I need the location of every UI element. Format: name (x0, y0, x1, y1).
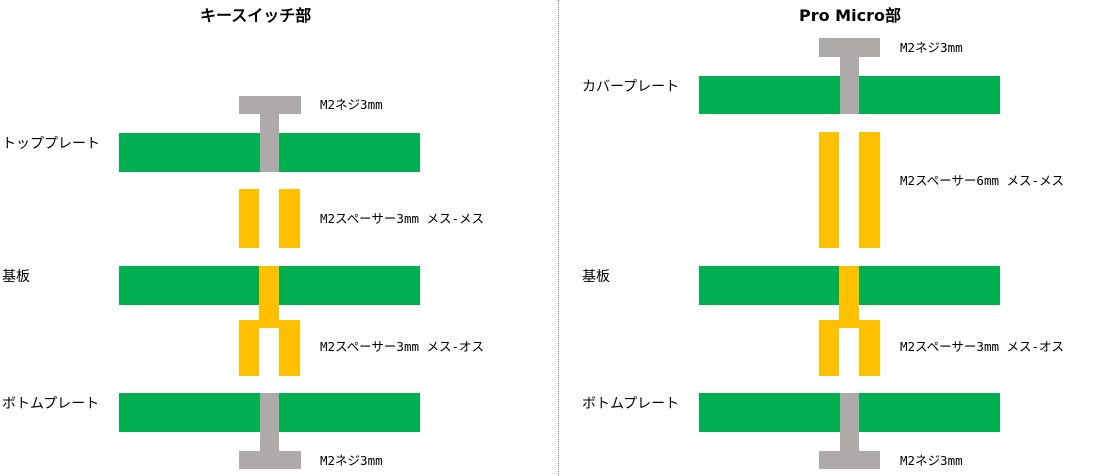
bottom-plate-left (119, 393, 260, 432)
top-screw-head (239, 96, 301, 114)
bottom-plate-right (859, 393, 1000, 432)
panel-divider (558, 0, 559, 476)
bottom-plate-label: ボトムプレート (582, 396, 680, 412)
spacer-ff-right-wall (859, 132, 880, 248)
top-plate-left (119, 133, 260, 172)
top-plate-right (279, 133, 420, 172)
spacer-fm-bridge (819, 320, 880, 328)
spacer-fm-bridge (239, 320, 300, 328)
top-plate-label: トッププレート (2, 136, 100, 152)
top-screw-shank (840, 57, 859, 114)
spacer-fm-male-thread (259, 266, 279, 320)
pro-micro-section: Pro Micro部 カバープレート 基板 ボトムプレート M2ネジ3mm M2… (560, 0, 1108, 476)
bottom-screw-head (239, 451, 301, 469)
spacer-ff-callout: M2スペーサー6mm メス-メス (900, 173, 1065, 188)
pcb-right (279, 266, 420, 305)
spacer-fm-male-thread (839, 266, 859, 320)
bottom-screw-callout: M2ネジ3mm (900, 453, 963, 468)
bottom-screw-head (819, 451, 880, 469)
keyswitch-section-title: キースイッチ部 (200, 6, 312, 25)
pro-micro-section-title: Pro Micro部 (799, 6, 901, 25)
keyswitch-stack-diagram (119, 96, 420, 469)
spacer-ff-left-wall (239, 189, 259, 248)
cover-plate-label: カバープレート (582, 79, 680, 95)
spacer-ff-callout: M2スペーサー3mm メス-メス (320, 211, 485, 226)
spacer-fm-left-wall (819, 320, 839, 376)
spacer-fm-right-wall (279, 320, 300, 376)
top-screw-callout: M2ネジ3mm (320, 97, 383, 112)
spacer-fm-left-wall (239, 320, 259, 376)
bottom-screw-shank (260, 393, 279, 451)
keyswitch-section: キースイッチ部 トッププレート 基板 ボトムプレート M2ネジ3mm M2スペー… (2, 6, 485, 469)
pcb-label: 基板 (582, 269, 610, 285)
bottom-plate-left (699, 393, 840, 432)
spacer-fm-right-wall (859, 320, 880, 376)
pro-micro-stack-diagram (699, 38, 1000, 469)
pcb-right (859, 266, 1000, 305)
pcb-label: 基板 (2, 269, 30, 285)
spacer-fm-callout: M2スペーサー3mm メス-オス (320, 339, 485, 354)
top-screw-shank (260, 114, 279, 172)
top-screw-head (819, 38, 880, 57)
bottom-screw-shank (840, 393, 859, 451)
bottom-plate-right (279, 393, 420, 432)
spacer-ff-right-wall (279, 189, 300, 248)
bottom-plate-label: ボトムプレート (2, 396, 100, 412)
bottom-screw-callout: M2ネジ3mm (320, 453, 383, 468)
spacer-fm-callout: M2スペーサー3mm メス-オス (900, 339, 1065, 354)
cover-plate-right (859, 76, 1000, 114)
cover-plate-left (699, 76, 840, 114)
top-screw-callout: M2ネジ3mm (900, 40, 963, 55)
spacer-ff-left-wall (819, 132, 839, 248)
pcb-left (699, 266, 839, 305)
pcb-left (119, 266, 259, 305)
